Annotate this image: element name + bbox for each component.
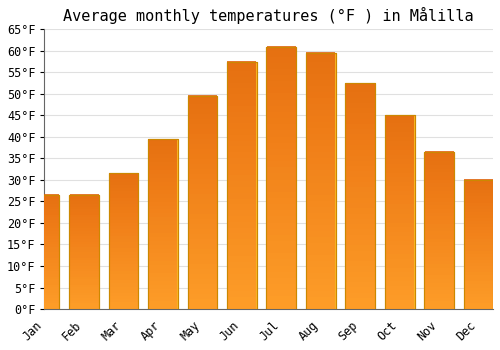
Title: Average monthly temperatures (°F ) in Målilla: Average monthly temperatures (°F ) in Må… <box>64 7 474 24</box>
Bar <box>424 152 454 309</box>
Bar <box>464 180 494 309</box>
Bar <box>227 62 256 309</box>
Bar <box>108 174 138 309</box>
Bar <box>30 195 60 309</box>
Bar <box>108 174 138 309</box>
Bar <box>148 139 178 309</box>
Bar <box>306 53 336 309</box>
Bar <box>188 96 217 309</box>
Bar <box>266 47 296 309</box>
Bar <box>424 152 454 309</box>
Bar <box>306 53 336 309</box>
Bar <box>227 62 256 309</box>
Bar <box>385 116 414 309</box>
Bar <box>30 195 60 309</box>
Bar <box>385 116 414 309</box>
Bar <box>346 83 375 309</box>
Bar <box>148 139 178 309</box>
Bar <box>464 180 494 309</box>
Bar <box>346 83 375 309</box>
Bar <box>69 195 98 309</box>
Bar <box>188 96 217 309</box>
Bar <box>69 195 98 309</box>
Bar <box>266 47 296 309</box>
